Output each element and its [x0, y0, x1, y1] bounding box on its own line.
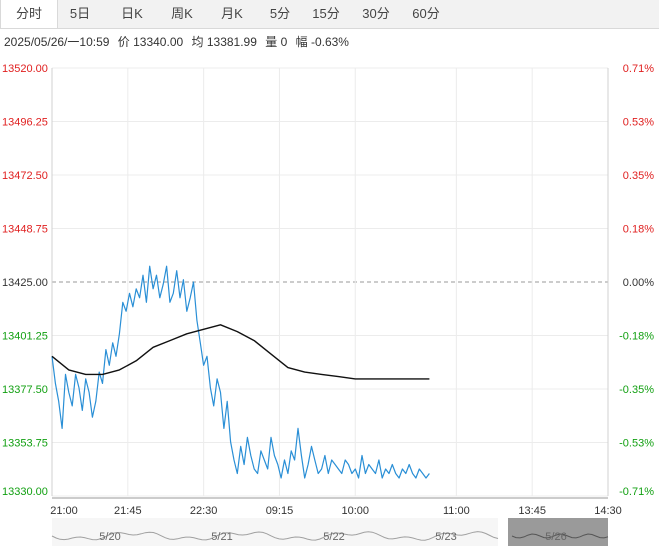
quote-info-bar: 2025/05/26/一10:59 价 13340.00 均 13381.99 …: [4, 33, 354, 50]
percent-tick-label: -0.71%: [619, 486, 654, 498]
price-axis: 13520.00 13496.25 13472.50 13448.75 13425.00…: [2, 63, 48, 498]
price-tick-label: 13448.75: [2, 224, 48, 236]
time-axis: 21:00 21:45 22:30 09:15 10:00 11:00 13:45 14:30: [50, 505, 622, 517]
quote-volume: 量 0: [265, 35, 288, 49]
tab-30min[interactable]: 30分: [362, 6, 390, 21]
price-tick-label: 13425.00: [2, 277, 48, 289]
time-tick-label: 22:30: [190, 505, 218, 517]
navigator-date-label: 5/22: [323, 531, 344, 543]
tab-daily-k[interactable]: 日K: [121, 6, 143, 21]
period-tabs: 分时 5日 日K 周K 月K 5分 15分 30分 60分: [0, 0, 659, 29]
tab-intraday[interactable]: 分时: [0, 0, 58, 28]
tab-5min[interactable]: 5分: [269, 6, 291, 21]
navigator-sparkline: [51, 531, 499, 541]
percent-tick-label: 0.00%: [623, 277, 654, 289]
quote-change: 幅 -0.63%: [295, 35, 349, 49]
chart-plot: [51, 265, 430, 479]
tab-60min[interactable]: 60分: [412, 6, 440, 21]
time-tick-label: 10:00: [342, 505, 370, 517]
navigator-date-label: 5/20: [99, 531, 120, 543]
percent-tick-label: -0.53%: [619, 438, 654, 450]
quote-datetime: 2025/05/26/一10:59: [4, 35, 110, 49]
navigator-date-label: 5/21: [211, 531, 232, 543]
quote-price: 价 13340.00: [117, 35, 184, 49]
navigator-selected-sparkline: [511, 533, 609, 539]
price-tick-label: 13472.50: [2, 170, 48, 182]
time-tick-label: 21:45: [114, 505, 142, 517]
range-navigator[interactable]: 5/20 5/21 5/22 5/23 5/26: [51, 518, 609, 546]
tab-weekly-k[interactable]: 周K: [171, 6, 193, 21]
tab-15min[interactable]: 15分: [312, 6, 340, 21]
price-tick-label: 13520.00: [2, 63, 48, 75]
navigator-date-label: 5/23: [435, 531, 456, 543]
price-tick-label: 13330.00: [2, 486, 48, 498]
percent-tick-label: 0.53%: [623, 117, 654, 129]
quote-average: 均 13381.99: [191, 35, 257, 49]
time-tick-label: 09:15: [266, 505, 294, 517]
tab-monthly-k[interactable]: 月K: [221, 6, 243, 21]
time-tick-label: 11:00: [443, 505, 470, 517]
price-line: [51, 265, 430, 479]
percent-tick-label: -0.35%: [619, 384, 654, 396]
chart-grid: [51, 67, 609, 499]
time-tick-label: 13:45: [518, 505, 546, 517]
navigator-selection[interactable]: [508, 518, 608, 546]
time-tick-label: 21:00: [50, 505, 78, 517]
price-tick-label: 13353.75: [2, 438, 48, 450]
percent-tick-label: -0.18%: [619, 331, 654, 343]
average-line: [51, 324, 430, 380]
time-tick-label: 14:30: [594, 505, 622, 517]
percent-axis: 0.71% 0.53% 0.35% 0.18% 0.00% -0.18% -0.35% -0.…: [619, 63, 654, 498]
navigator-date-label: 5/26: [545, 531, 566, 543]
tab-5day[interactable]: 5日: [69, 6, 91, 21]
price-tick-label: 13496.25: [2, 117, 48, 129]
price-tick-label: 13401.25: [2, 331, 48, 343]
percent-tick-label: 0.71%: [623, 63, 654, 75]
price-tick-label: 13377.50: [2, 384, 48, 396]
navigator-track: [52, 518, 498, 546]
percent-tick-label: 0.35%: [623, 170, 654, 182]
percent-tick-label: 0.18%: [623, 224, 654, 236]
